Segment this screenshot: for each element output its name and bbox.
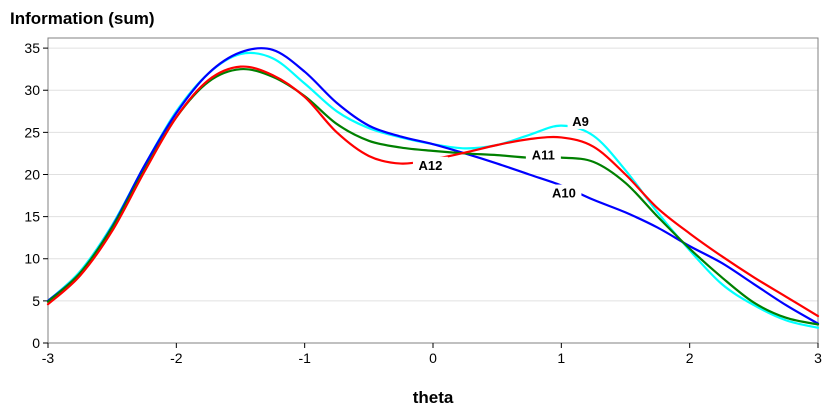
x-tick-label: 2 <box>686 350 694 366</box>
series-line-a9 <box>46 51 820 329</box>
y-tick-label: 25 <box>24 124 40 140</box>
x-tick-label: 0 <box>429 350 437 366</box>
y-tick-label: 35 <box>24 40 40 56</box>
x-tick-label: 3 <box>814 350 822 366</box>
y-tick-label: 5 <box>32 293 40 309</box>
curve-label-bg <box>567 112 594 129</box>
y-tick-label: 15 <box>24 209 40 225</box>
x-tick-label: -2 <box>170 350 183 366</box>
series-line-a10 <box>46 47 820 325</box>
curve-label-bg <box>546 184 582 201</box>
curve-label-a10: A10 <box>552 186 576 201</box>
series-line-a11 <box>46 67 820 326</box>
axes: 0 5 10 15 20 25 30 35 -3 -2 -1 0 1 2 3 <box>24 40 822 366</box>
x-tick-label: 1 <box>557 350 565 366</box>
y-tick-label: 30 <box>24 82 40 98</box>
curve-label-bg <box>525 146 561 163</box>
gridlines <box>48 47 818 302</box>
annotation-layer: A9 A12 A11 A10 <box>412 112 594 201</box>
plot-frame <box>47 37 819 344</box>
curve-label-a9: A9 <box>572 114 589 129</box>
series-line-a12 <box>46 65 820 318</box>
y-tick-label: 20 <box>24 166 40 182</box>
x-tick-label: -1 <box>298 350 311 366</box>
x-tick-label: -3 <box>42 350 55 366</box>
curve-label-a12: A12 <box>419 158 443 173</box>
y-axis-title: Information (sum) <box>10 9 155 28</box>
curve-label-a11: A11 <box>532 148 555 163</box>
y-tick-label: 0 <box>32 335 40 351</box>
y-tick-label: 10 <box>24 251 40 267</box>
curve-label-bg <box>412 156 448 173</box>
x-axis-title: theta <box>413 388 454 407</box>
